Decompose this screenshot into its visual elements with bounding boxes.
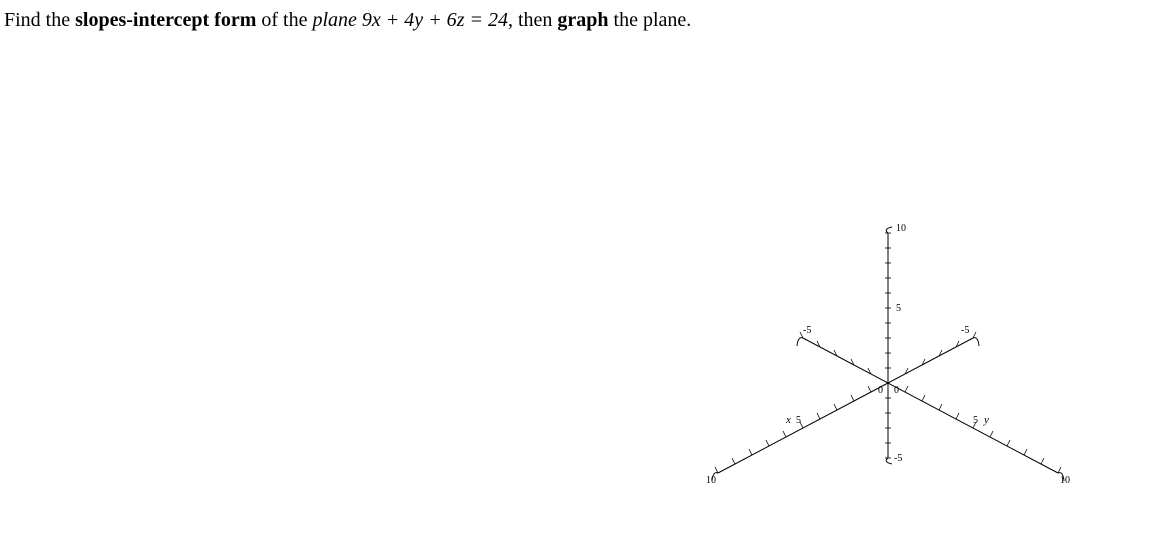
y-axis: y 5 10 -5 (888, 325, 1070, 486)
z-tick-10: 10 (896, 223, 906, 234)
x-axis-label: x (785, 414, 791, 426)
y-tick-m5: -5 (961, 325, 969, 336)
y-tick-5: 5 (973, 415, 978, 426)
q-mid3: , then (508, 9, 557, 31)
y-axis-label: y (983, 414, 989, 426)
x-axis: x 5 10 -5 (706, 325, 888, 486)
x-tick-5: 5 (796, 415, 801, 426)
z-tick-m5: -5 (894, 453, 902, 464)
z-axis: 5 10 -5 (885, 223, 906, 464)
q-equation: 9x + 4y + 6z = 24 (362, 9, 508, 31)
x-tick-m5: -5 (803, 325, 811, 336)
z-tick-5: 5 (896, 303, 901, 314)
q-prefix: Find the (4, 9, 75, 31)
origin-right: 0 (894, 385, 899, 396)
coordinate-graph-3d: 5 10 -5 (668, 183, 1108, 513)
q-bold2: graph (557, 9, 608, 31)
x-tick-10: 10 (706, 475, 716, 486)
q-bold1: slopes-intercept form (75, 9, 256, 31)
q-italic1: plane (312, 9, 356, 31)
y-tick-10: 10 (1060, 475, 1070, 486)
question-text: Find the slopes-intercept form of the pl… (0, 6, 1158, 34)
q-mid1: of the (256, 9, 312, 31)
q-suffix: the plane. (609, 9, 692, 31)
origin-left: 0 (878, 385, 883, 396)
